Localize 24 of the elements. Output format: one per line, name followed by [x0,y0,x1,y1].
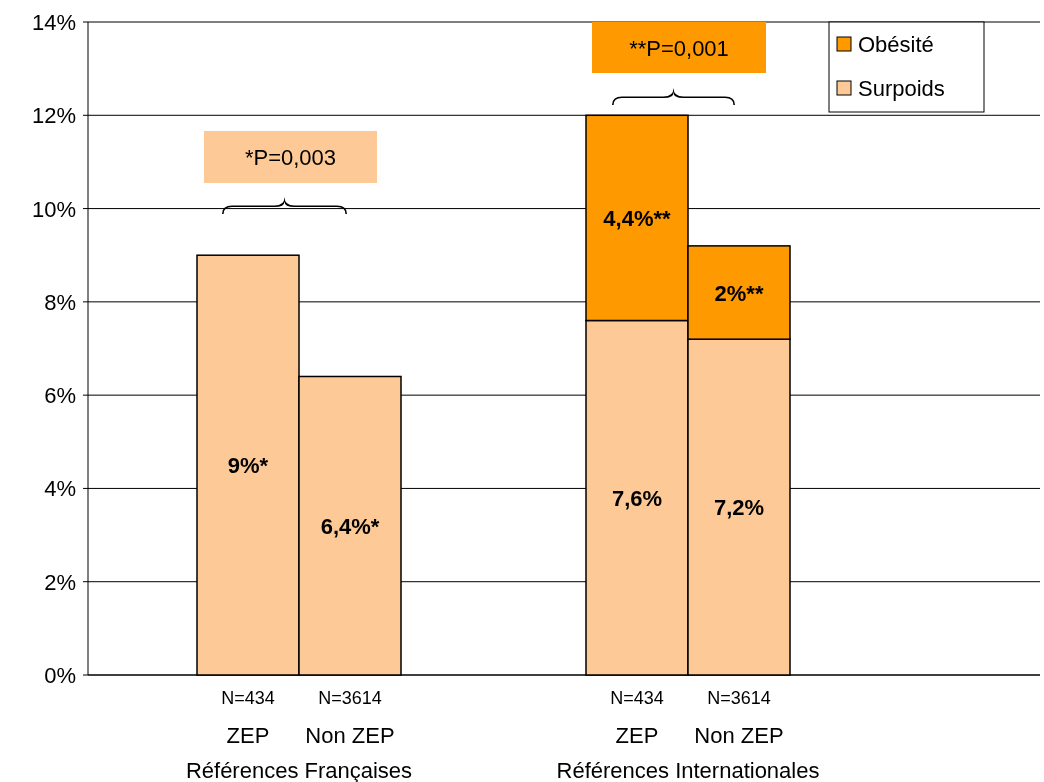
x-tick-label: N=3614 Non ZEP [694,688,784,748]
y-tick-label: 14% [31,10,76,35]
annotation: *P=0,003 [244,145,337,170]
x-tick-label: N=434 ZEP [610,688,664,748]
legend-label: Surpoids [858,76,945,101]
data-label: 2%** [714,280,764,306]
data-label: 9%* [227,453,269,479]
y-tick-label: 0% [44,663,76,688]
legend-label: Obésité [858,32,934,57]
data-label: 4,4%** [603,205,672,231]
data-label: 6,4%* [320,513,380,539]
y-tick-label: 8% [44,289,76,315]
text: Références Françaises [185,758,413,782]
data-label: 7,6% [611,485,663,511]
x-tick-label: N=434 ZEP [221,688,275,748]
x-tick-label: N=3614 Non ZEP [305,688,395,748]
annotation: **P=0,001 [629,35,729,61]
y-tick-label: 6% [44,383,76,409]
y-tick-label: 2% [44,569,76,595]
y-tick-label: 10% [31,196,76,222]
y-tick-label: 12% [31,103,76,129]
data-label: 7,2% [713,495,765,521]
y-tick-label: 4% [44,476,76,502]
text: Références Internationales [556,758,820,782]
